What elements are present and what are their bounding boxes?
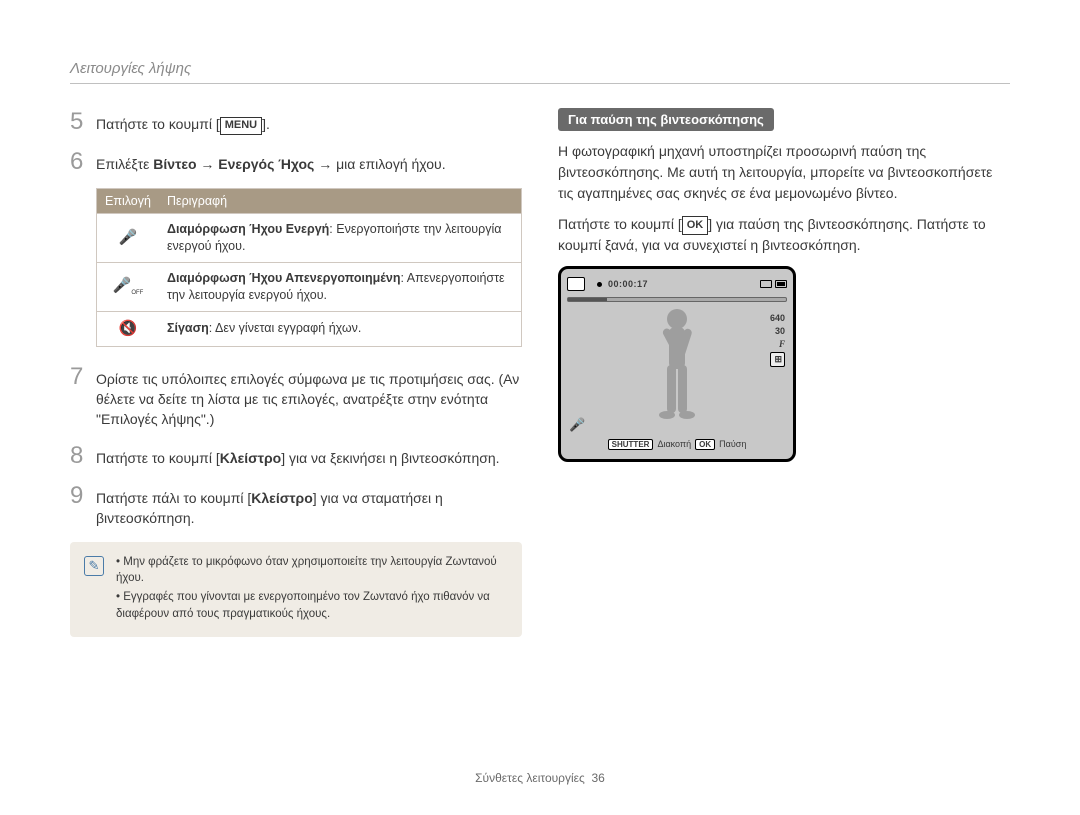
ok-button-label: OK <box>682 216 709 235</box>
th-description: Περιγραφή <box>159 189 522 214</box>
fps-badge: 30 <box>770 326 785 336</box>
step-9: 9 Πατήστε πάλι το κουμπί [Κλείστρο] για … <box>70 482 522 529</box>
rec-timer: 00:00:17 <box>608 279 648 289</box>
mic-icon: 🎤 <box>569 417 585 433</box>
content-columns: 5 Πατήστε το κουμπί [MENU]. 6 Επιλέξτε Β… <box>70 108 1010 775</box>
step-number: 7 <box>70 363 96 391</box>
step-text: Πατήστε το κουμπί [MENU]. <box>96 108 270 135</box>
step-number: 6 <box>70 148 96 176</box>
option-desc: Διαμόρφωση Ήχου Ενεργή: Ενεργοποιήστε τη… <box>159 214 522 263</box>
options-table: Επιλογή Περιγραφή 🎤 Διαμόρφωση Ήχου Ενερ… <box>96 188 522 347</box>
mute-icon: 🔇 <box>97 311 159 346</box>
step-text: Επιλέξτε Βίντεο → Ενεργός Ήχος → μια επι… <box>96 148 446 174</box>
step-8: 8 Πατήστε το κουμπί [Κλείστρο] για να ξε… <box>70 442 522 470</box>
step-7: 7 Ορίστε τις υπόλοιπες επιλογές σύμφωνα … <box>70 363 522 430</box>
section-title: Για παύση της βιντεοσκόπησης <box>558 108 774 131</box>
option-desc: Σίγαση: Δεν γίνεται εγγραφή ήχων. <box>159 311 522 346</box>
table-row: 🎤 Διαμόρφωση Ήχου Ενεργή: Ενεργοποιήστε … <box>97 214 522 263</box>
table-row: 🎤OFF Διαμόρφωση Ήχου Απενεργοποιημένη: Α… <box>97 262 522 311</box>
step-text: Ορίστε τις υπόλοιπες επιλογές σύμφωνα με… <box>96 363 522 430</box>
paragraph: Η φωτογραφική μηχανή υποστηρίζει προσωρι… <box>558 141 1010 204</box>
note-item: Εγγραφές που γίνονται με ενεργοποιημένο … <box>116 589 508 621</box>
record-dot-icon <box>597 282 602 287</box>
menu-button-label: MENU <box>220 117 262 135</box>
step-number: 5 <box>70 108 96 136</box>
th-option: Επιλογή <box>97 189 159 214</box>
mode-badge: F <box>770 339 785 349</box>
mic-off-icon: 🎤OFF <box>97 262 159 311</box>
step-number: 8 <box>70 442 96 470</box>
paragraph: Πατήστε το κουμπί [OK] για παύση της βιν… <box>558 214 1010 256</box>
resolution-badge: 640 <box>770 313 785 323</box>
stop-label: Διακοπή <box>657 439 691 449</box>
table-row: 🔇 Σίγαση: Δεν γίνεται εγγραφή ήχων. <box>97 311 522 346</box>
record-progress-bar <box>567 297 787 302</box>
video-mode-icon <box>567 277 585 291</box>
note-box: ✎ Μην φράζετε το μικρόφωνο όταν χρησιμοπ… <box>70 542 522 636</box>
step-number: 9 <box>70 482 96 510</box>
pause-label: Παύση <box>719 439 746 449</box>
screen-status-bar: 00:00:17 <box>567 275 787 293</box>
screen-right-badges: 640 30 F ⊞ <box>770 313 785 367</box>
note-item: Μην φράζετε το μικρόφωνο όταν χρησιμοποι… <box>116 554 508 586</box>
storage-icon <box>760 280 772 288</box>
right-column: Για παύση της βιντεοσκόπησης Η φωτογραφι… <box>558 108 1010 775</box>
left-column: 5 Πατήστε το κουμπί [MENU]. 6 Επιλέξτε Β… <box>70 108 522 775</box>
option-desc: Διαμόρφωση Ήχου Απενεργοποιημένη: Απενερ… <box>159 262 522 311</box>
ok-label: OK <box>695 439 715 450</box>
page-header: Λειτουργίες λήψης <box>70 60 1010 84</box>
screen-bottom-bar: SHUTTER Διακοπή OK Παύση <box>567 435 787 453</box>
camera-screen-preview: 00:00:17 640 30 F ⊞ <box>558 266 796 462</box>
page-footer: Σύνθετες λειτουργίες 36 <box>0 771 1080 785</box>
note-icon: ✎ <box>84 556 104 576</box>
step-6: 6 Επιλέξτε Βίντεο → Ενεργός Ήχος → μια ε… <box>70 148 522 176</box>
person-silhouette-icon <box>637 305 717 429</box>
manual-page: Λειτουργίες λήψης 5 Πατήστε το κουμπί [M… <box>0 0 1080 815</box>
battery-icons <box>760 280 787 288</box>
shutter-label: SHUTTER <box>608 439 654 450</box>
note-list: Μην φράζετε το μικρόφωνο όταν χρησιμοποι… <box>116 554 508 624</box>
step-text: Πατήστε το κουμπί [Κλείστρο] για να ξεκι… <box>96 442 500 468</box>
step-text: Πατήστε πάλι το κουμπί [Κλείστρο] για να… <box>96 482 522 529</box>
step-5: 5 Πατήστε το κουμπί [MENU]. <box>70 108 522 136</box>
mic-on-icon: 🎤 <box>97 214 159 263</box>
battery-icon <box>775 280 787 288</box>
grid-icon: ⊞ <box>770 352 785 367</box>
